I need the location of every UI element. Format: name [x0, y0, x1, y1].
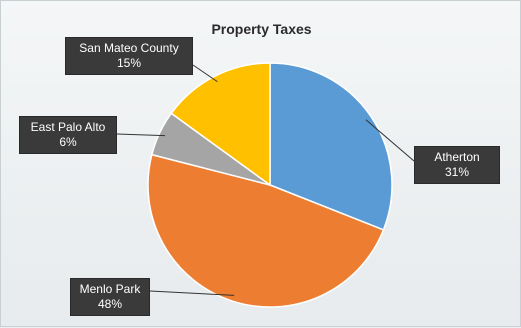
leader-line-east-palo-alto: [116, 133, 166, 137]
callout-atherton-label: Atherton: [434, 150, 480, 164]
callout-san-mateo-county: San Mateo County 15%: [65, 37, 193, 75]
pie-slice-menlo-park: [147, 153, 385, 308]
leader-line-san-mateo-county: [192, 64, 218, 83]
pie-slice-atherton: [269, 62, 393, 231]
callout-menlo-park: Menlo Park 48%: [70, 278, 150, 316]
callout-east-palo-alto-value: 6%: [59, 135, 77, 149]
callout-atherton-value: 31%: [444, 165, 470, 179]
leader-line-menlo-park: [149, 290, 235, 296]
callout-san-mateo-county-label: San Mateo County: [79, 41, 179, 55]
callout-menlo-park-value: 48%: [97, 297, 123, 311]
leader-line-atherton: [365, 119, 415, 162]
callout-menlo-park-label: Menlo Park: [79, 282, 141, 296]
callout-san-mateo-county-value: 15%: [116, 56, 142, 70]
callout-atherton: Atherton 31%: [414, 146, 500, 184]
callout-east-palo-alto: East Palo Alto 6%: [19, 116, 117, 154]
chart-title: Property Taxes: [211, 21, 312, 37]
callout-east-palo-alto-label: East Palo Alto: [30, 120, 106, 134]
pie-slice-san-mateo-county: [170, 62, 271, 187]
